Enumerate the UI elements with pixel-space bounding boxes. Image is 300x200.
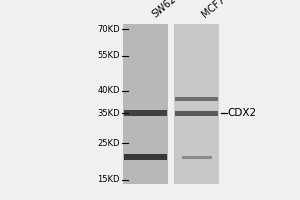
Bar: [175, 110, 218, 116]
Text: 70KD: 70KD: [98, 24, 120, 33]
Text: 25KD: 25KD: [98, 138, 120, 148]
Text: 15KD: 15KD: [98, 176, 120, 184]
Bar: [124, 110, 167, 116]
Text: 40KD: 40KD: [98, 86, 120, 95]
Text: 55KD: 55KD: [98, 51, 120, 60]
Bar: [174, 24, 219, 184]
Text: MCF7: MCF7: [200, 0, 227, 20]
Bar: [175, 97, 218, 101]
Bar: [124, 154, 167, 160]
Bar: [182, 156, 212, 158]
Text: 35KD: 35KD: [98, 108, 120, 117]
Text: SW620: SW620: [150, 0, 183, 20]
Bar: [123, 24, 168, 184]
Text: CDX2: CDX2: [227, 108, 256, 118]
